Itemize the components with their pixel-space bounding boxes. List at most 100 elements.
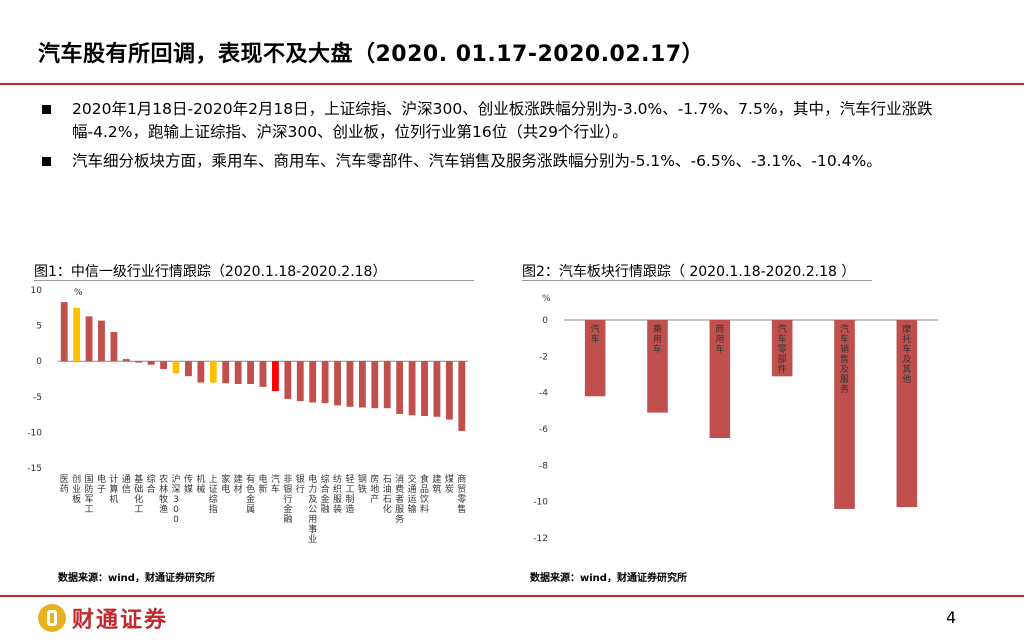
chart1-x-label: 房地产: [370, 473, 379, 505]
chart1-x-label: 机械: [196, 473, 205, 495]
chart1-x-label: 交通运输: [408, 473, 417, 515]
chart1-bar: [222, 361, 230, 384]
chart2-bar-label: 商用车: [715, 323, 724, 355]
chart1-bar: [147, 361, 155, 365]
chart1-bar: [85, 316, 93, 362]
chart1-x-label: 电子: [97, 473, 106, 495]
chart1-bar: [396, 361, 404, 414]
chart1-y-tick: -5: [33, 393, 42, 403]
chart1-x-label: 医药: [60, 474, 69, 495]
chart1-bar: [197, 361, 205, 383]
chart1-bar: [321, 361, 329, 404]
chart1-x-label: 石油石化: [383, 475, 392, 515]
chart1-x-label: 煤炭: [445, 473, 454, 495]
chart1-x-label: 沪深 3 0 0: [172, 473, 181, 525]
chart1-bar: [110, 332, 118, 362]
chart1-x-label: 农林牧渔: [159, 473, 168, 515]
chart1-bar: [284, 361, 292, 399]
chart2-y-tick: -8: [539, 461, 548, 471]
footer-divider: [0, 595, 1024, 597]
chart1-x-label: 银行: [296, 473, 305, 495]
bullet-text: 2020年1月18日-2020年2月18日，上证综指、沪深300、创业板涨跌幅分…: [72, 100, 933, 141]
chart1-bar: [172, 361, 180, 374]
chart1-bar: [383, 361, 391, 409]
chart1-x-label: 建材: [234, 473, 243, 495]
chart1-y-tick: 0: [36, 357, 42, 367]
chart1-x-label: 电新: [258, 473, 267, 495]
chart1-x-label: 轻工制造: [345, 473, 354, 515]
chart1-bar: [209, 361, 217, 383]
chart2-bar-label: 乘用车: [653, 323, 662, 355]
page-number: 4: [946, 608, 957, 627]
chart1-industry-performance: % 10 5 0 -5 -10 -15 医药创业板国防军工电子计算机通信基础化工综合农林牧渔沪…: [28, 286, 468, 545]
chart1-x-label: 基础化工: [134, 473, 143, 515]
chart2-y-tick: -2: [539, 352, 548, 362]
chart1-y-tick: 5: [36, 322, 42, 332]
chart1-x-label: 综合金融: [321, 473, 330, 515]
chart2-bar: [647, 320, 668, 413]
chart1-bar: [433, 361, 441, 417]
chart1-caption-rule: [34, 280, 474, 281]
chart2-bar: [771, 320, 793, 377]
chart1-bar: [135, 361, 143, 363]
chart1-bar: [334, 361, 341, 406]
chart2-y-tick: -4: [539, 389, 548, 399]
chart1-x-label: 消费者服务: [395, 473, 404, 525]
chart1-x-label: 纺织服装: [333, 473, 342, 515]
chart1-x-label: 国防军工: [85, 474, 94, 515]
chart1-bar: [247, 361, 254, 384]
chart1-x-label: 家电: [221, 473, 230, 495]
chart2-y-tick: -10: [533, 498, 548, 508]
bullet-item: 汽车细分板块方面，乘用车、商用车、汽车零部件、汽车销售及服务涨跌幅分别为-5.1…: [40, 150, 990, 173]
chart1-caption: 图1：中信一级行业行情跟踪（2020.1.18-2020.2.18）: [34, 264, 387, 280]
chart1-x-label: 电力及公用事业: [308, 473, 317, 545]
chart2-bar-label: 汽车销售及服务: [840, 323, 849, 395]
logo-coin-icon: [38, 604, 66, 632]
chart1-x-label: 食品饮料: [420, 473, 429, 515]
chart1-y-tick: -10: [28, 428, 42, 438]
chart2-y-tick: 0: [542, 316, 548, 326]
bullet-text: 汽车细分板块方面，乘用车、商用车、汽车零部件、汽车销售及服务涨跌幅分别为-5.1…: [72, 152, 882, 170]
chart1-bar: [358, 361, 366, 408]
chart2-y-tick: -6: [539, 425, 548, 435]
page-title: 汽车股有所回调，表现不及大盘（2020. 01.17-2020.02.17）: [38, 42, 705, 67]
chart1-x-label: 创业板: [72, 473, 81, 505]
chart1-y-unit: %: [74, 288, 83, 298]
chart2-bar: [834, 320, 855, 509]
chart2-bar-label: 摩托车及其他: [902, 323, 911, 385]
chart2-source: 数据来源：wind，财通证券研究所: [530, 573, 687, 584]
chart1-bar: [296, 361, 304, 402]
company-logo: 财通证券: [38, 603, 168, 633]
chart1-x-label: 综合: [147, 473, 156, 495]
logo-text: 财通证券: [72, 608, 169, 633]
chart1-bar: [98, 320, 105, 362]
chart1-x-label: 有色金属: [246, 473, 255, 515]
bullet-list: 2020年1月18日-2020年2月18日，上证综指、沪深300、创业板涨跌幅分…: [40, 98, 990, 179]
chart2-bar: [709, 320, 731, 439]
chart1-bar: [371, 361, 379, 409]
chart1-x-label: 汽车: [271, 473, 280, 495]
chart1-bar: [445, 361, 453, 420]
chart2-caption: 图2：汽车板块行情跟踪（ 2020.1.18-2020.2.18 ）: [522, 264, 856, 280]
chart1-bar: [73, 307, 81, 362]
bullet-item: 2020年1月18日-2020年2月18日，上证综指、沪深300、创业板涨跌幅分…: [40, 98, 990, 144]
chart1-bar: [185, 361, 192, 377]
chart1-x-label: 商贸零售: [457, 473, 466, 515]
chart1-x-label: 通信: [122, 474, 131, 495]
chart1-bar: [60, 302, 68, 362]
chart1-bar: [346, 361, 354, 407]
chart1-bar: [259, 361, 267, 387]
chart1-bar: [234, 361, 242, 384]
chart2-y-unit: %: [542, 294, 551, 304]
bullet-square-icon: [42, 105, 51, 114]
chart1-bar: [309, 361, 317, 403]
chart1-bar: [408, 361, 416, 416]
chart1-bar: [458, 361, 466, 431]
chart2-bar-label: 汽车: [591, 323, 600, 345]
chart2-bar-label: 汽车零部件: [778, 323, 787, 375]
chart1-x-label: 建筑: [432, 473, 441, 495]
chart1-x-label: 上证综指: [209, 474, 218, 515]
chart1-y-tick: -15: [28, 464, 42, 474]
chart1-bar: [272, 361, 279, 392]
chart1-x-label: 非银行金融: [283, 473, 292, 525]
